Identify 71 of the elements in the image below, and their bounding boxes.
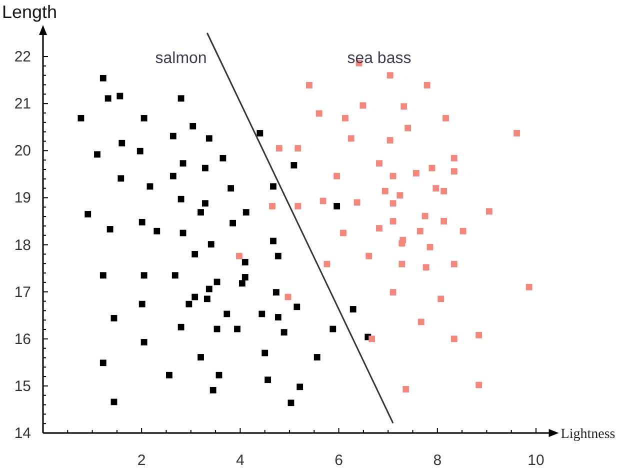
point — [476, 332, 482, 338]
point — [450, 336, 458, 342]
x-axis-title: Lightness — [560, 427, 616, 442]
point — [416, 228, 424, 234]
y-tick-label: 18 — [14, 236, 31, 254]
point — [340, 230, 346, 236]
point — [348, 135, 354, 142]
point — [398, 240, 406, 247]
point — [422, 264, 430, 271]
point — [400, 103, 408, 110]
point — [396, 192, 404, 199]
y-tick-label: 22 — [14, 48, 31, 66]
point — [526, 284, 532, 290]
point — [342, 114, 348, 122]
point — [438, 296, 444, 302]
point — [386, 72, 394, 79]
point — [424, 82, 430, 88]
point — [476, 382, 482, 388]
point — [422, 212, 428, 220]
point — [440, 218, 448, 224]
point — [390, 289, 396, 296]
x-tick-label: 6 — [334, 452, 343, 469]
y-tick-label: 20 — [14, 142, 31, 160]
point — [368, 336, 376, 342]
point — [442, 114, 449, 122]
point — [269, 202, 276, 210]
text: salmon — [155, 50, 207, 67]
point — [432, 185, 440, 192]
y-tick-label: 21 — [14, 96, 31, 113]
y-tick-label: 14 — [14, 425, 31, 442]
point — [418, 318, 424, 326]
point — [450, 168, 458, 175]
point — [514, 130, 520, 136]
y-tick-label: 16 — [14, 330, 31, 348]
point — [354, 199, 360, 206]
x-tick-label: 10 — [528, 452, 544, 469]
point — [402, 386, 410, 392]
x-tick-label: 4 — [236, 452, 244, 469]
x-tick-label: 2 — [137, 452, 146, 469]
point — [236, 252, 242, 260]
point — [390, 172, 396, 180]
point — [306, 82, 312, 88]
y-tick-label: 17 — [14, 284, 31, 301]
point — [440, 188, 448, 194]
point — [276, 145, 282, 152]
point — [294, 145, 302, 152]
point — [426, 244, 434, 250]
point — [366, 252, 372, 260]
point — [334, 172, 340, 180]
point — [398, 260, 406, 268]
point — [450, 260, 458, 268]
point — [376, 225, 382, 232]
point — [316, 110, 322, 117]
point — [460, 228, 466, 234]
point — [376, 160, 382, 167]
series-label: sea bass — [347, 50, 412, 67]
point — [390, 218, 396, 224]
point — [486, 208, 492, 215]
point — [413, 170, 420, 176]
x-tick-label: 8 — [433, 452, 442, 469]
point — [294, 202, 302, 210]
y-axis-title: Length — [2, 2, 58, 22]
point — [450, 154, 458, 162]
y-tick-label: 19 — [14, 190, 31, 207]
point — [428, 164, 436, 172]
point — [390, 200, 396, 207]
y-tick-label: 15 — [14, 378, 31, 395]
point — [324, 260, 330, 268]
point — [386, 137, 394, 144]
point — [404, 124, 412, 132]
point — [382, 188, 388, 194]
